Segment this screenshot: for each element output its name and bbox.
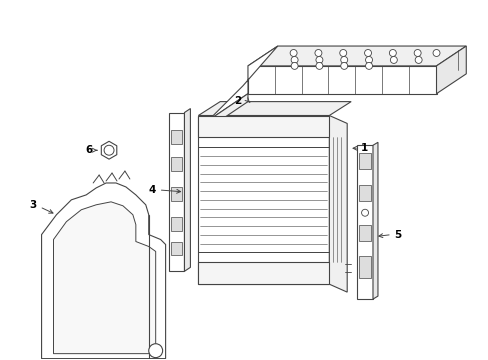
Circle shape bbox=[315, 57, 322, 63]
Polygon shape bbox=[170, 242, 182, 255]
Polygon shape bbox=[168, 113, 184, 271]
Circle shape bbox=[340, 62, 347, 69]
Polygon shape bbox=[208, 94, 247, 129]
Circle shape bbox=[148, 344, 163, 357]
Polygon shape bbox=[170, 157, 182, 171]
Polygon shape bbox=[170, 187, 182, 201]
Circle shape bbox=[413, 50, 420, 57]
Polygon shape bbox=[247, 46, 466, 66]
Circle shape bbox=[432, 50, 439, 57]
Circle shape bbox=[389, 57, 396, 63]
Polygon shape bbox=[184, 109, 190, 271]
Polygon shape bbox=[198, 116, 328, 137]
Circle shape bbox=[290, 57, 298, 63]
Polygon shape bbox=[358, 256, 370, 278]
Polygon shape bbox=[198, 262, 328, 284]
Polygon shape bbox=[198, 102, 350, 116]
Text: 5: 5 bbox=[393, 230, 400, 239]
Circle shape bbox=[388, 50, 395, 57]
Polygon shape bbox=[208, 46, 277, 121]
Polygon shape bbox=[101, 141, 117, 159]
Polygon shape bbox=[247, 66, 436, 94]
Text: 6: 6 bbox=[85, 145, 92, 155]
Circle shape bbox=[315, 62, 322, 69]
Circle shape bbox=[361, 209, 368, 216]
Circle shape bbox=[314, 50, 321, 57]
Text: 1: 1 bbox=[360, 143, 367, 153]
Circle shape bbox=[339, 50, 346, 57]
Polygon shape bbox=[436, 46, 466, 94]
Polygon shape bbox=[358, 185, 370, 201]
Circle shape bbox=[364, 50, 371, 57]
Circle shape bbox=[290, 62, 298, 69]
Polygon shape bbox=[170, 217, 182, 231]
Polygon shape bbox=[358, 153, 370, 169]
Polygon shape bbox=[41, 183, 165, 359]
Circle shape bbox=[340, 57, 347, 63]
Polygon shape bbox=[328, 116, 346, 292]
Polygon shape bbox=[198, 116, 328, 284]
Text: 4: 4 bbox=[148, 185, 156, 195]
Polygon shape bbox=[53, 202, 155, 354]
Text: 3: 3 bbox=[30, 200, 37, 210]
Polygon shape bbox=[372, 142, 377, 299]
Circle shape bbox=[104, 145, 114, 155]
Polygon shape bbox=[170, 130, 182, 144]
Circle shape bbox=[365, 62, 372, 69]
Circle shape bbox=[365, 57, 372, 63]
Polygon shape bbox=[356, 145, 372, 299]
Polygon shape bbox=[358, 225, 370, 240]
Circle shape bbox=[289, 50, 297, 57]
Circle shape bbox=[414, 57, 421, 63]
Text: 2: 2 bbox=[234, 96, 241, 105]
